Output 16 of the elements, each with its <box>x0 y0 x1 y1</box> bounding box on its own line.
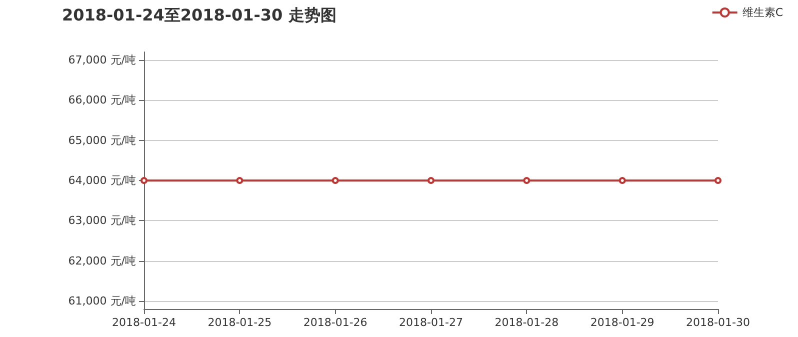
y-tick-label: 61,000 元/吨 <box>68 294 136 308</box>
y-tick-label: 66,000 元/吨 <box>68 94 136 107</box>
y-tick-label: 65,000 元/吨 <box>68 134 136 147</box>
legend-label: 维生素C <box>742 6 784 19</box>
x-tick-label: 2018-01-27 <box>399 316 463 329</box>
x-tick-label: 2018-01-24 <box>112 316 176 329</box>
y-tick-label: 62,000 元/吨 <box>68 254 136 268</box>
x-tick-label: 2018-01-29 <box>590 316 654 329</box>
x-tick-label: 2018-01-28 <box>494 316 559 329</box>
y-tick-label: 67,000 元/吨 <box>68 54 136 67</box>
y-tick-label: 64,000 元/吨 <box>68 174 136 187</box>
x-tick-label: 2018-01-25 <box>208 316 272 329</box>
y-tick-label: 63,000 元/吨 <box>68 214 136 228</box>
x-tick-label: 2018-01-30 <box>686 316 750 329</box>
chart-title: 2018-01-24至2018-01-30 走势图 <box>62 6 336 24</box>
x-tick-label: 2018-01-26 <box>303 316 368 329</box>
